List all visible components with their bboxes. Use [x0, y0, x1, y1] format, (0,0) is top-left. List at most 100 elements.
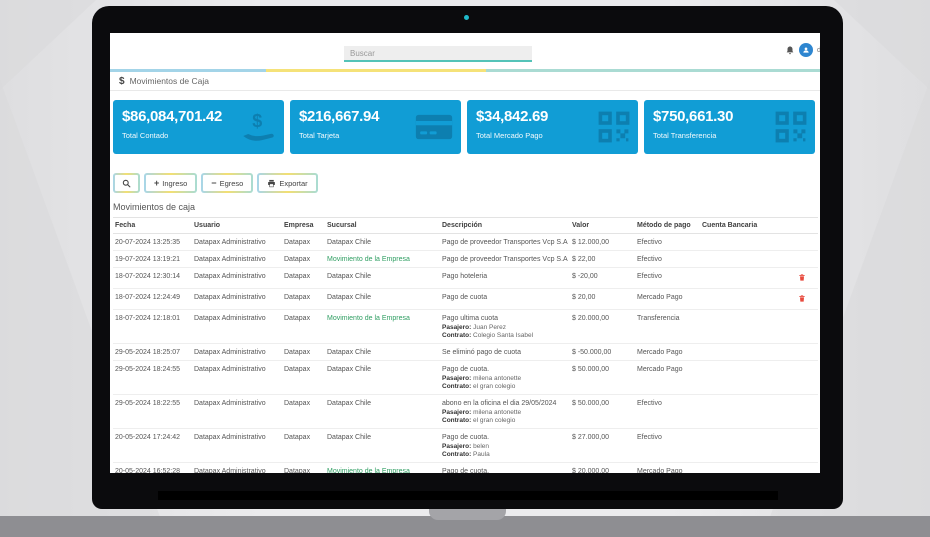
sucursal-value[interactable]: Movimiento de la Empresa [327, 315, 410, 322]
card-total-transferencia: $750,661.30 Total Transferencia [644, 100, 815, 154]
col-descripcion: Descripción [440, 217, 570, 234]
plus-icon: + [154, 177, 160, 188]
cell-descripcion: Se eliminó pago de cuota [440, 343, 570, 361]
username-label: datap [817, 46, 820, 54]
card-label: Total Tarjeta [299, 131, 340, 140]
cell-fecha: 20-05-2024 17:24:42 [113, 428, 192, 463]
cell-valor: $ 50.000,00 [570, 394, 635, 429]
card-label: Total Mercado Pago [476, 131, 543, 140]
cell-metodo-de-pago: Efectivo [635, 428, 700, 463]
accent-stripe [110, 69, 820, 72]
card-amount: $86,084,701.42 [122, 108, 223, 125]
bell-icon[interactable] [785, 45, 795, 56]
cell-actions [775, 428, 818, 463]
cell-descripcion: abono en la oficina el dia 29/05/2024 Pa… [440, 394, 570, 429]
contrato-line: Contrato: Colegio Santa Isabel [442, 332, 534, 339]
descripcion-text: Pago de cuota. [442, 468, 490, 473]
col-valor: Valor [570, 217, 635, 234]
webcam-icon [464, 15, 469, 20]
ingreso-label: Ingreso [162, 178, 188, 188]
descripcion-text: Pago de proveedor Transportes Vcp S.A [442, 256, 568, 263]
cell-empresa: Datapax [282, 343, 325, 361]
sucursal-value: Datapax Chile [327, 349, 371, 356]
cell-sucursal: Datapax Chile [325, 343, 440, 361]
cell-valor: $ 20.000,00 [570, 462, 635, 473]
table-header-row: Fecha Usuario Empresa Sucursal Descripci… [113, 217, 818, 234]
exportar-button[interactable]: Exportar [257, 173, 317, 193]
contrato-line: Contrato: el gran colegio [442, 383, 516, 390]
movimientos-table: Fecha Usuario Empresa Sucursal Descripci… [113, 217, 818, 473]
cell-sucursal: Datapax Chile [325, 394, 440, 429]
cell-valor: $ 20,00 [570, 288, 635, 310]
egreso-button[interactable]: − Egreso [201, 173, 253, 193]
cell-empresa: Datapax [282, 428, 325, 463]
cell-fecha: 18-07-2024 12:30:14 [113, 267, 192, 289]
cell-usuario: Datapax Administrativo [192, 462, 282, 473]
delete-row-button[interactable] [798, 294, 806, 303]
delete-row-button[interactable] [798, 273, 806, 282]
table-section-title: Movimientos de caja [113, 202, 196, 212]
cell-cuenta-bancaria [700, 343, 775, 361]
cell-fecha: 20-05-2024 16:52:28 [113, 462, 192, 473]
cell-empresa: Datapax [282, 360, 325, 395]
cell-descripcion: Pago de cuota. Pasajero: milena antonett… [440, 360, 570, 395]
descripcion-text: Pago de proveedor Transportes Vcp S.A [442, 239, 568, 246]
qr-code-icon [598, 111, 630, 143]
table-row: 19-07-2024 13:19:21 Datapax Administrati… [113, 250, 818, 268]
cell-cuenta-bancaria [700, 250, 775, 268]
descripcion-text: Se eliminó pago de cuota [442, 349, 521, 356]
cell-cuenta-bancaria [700, 360, 775, 395]
cell-sucursal: Datapax Chile [325, 360, 440, 395]
sucursal-value: Datapax Chile [327, 239, 371, 246]
descripcion-text: abono en la oficina el dia 29/05/2024 [442, 400, 557, 407]
sucursal-value: Datapax Chile [327, 400, 371, 407]
search-input[interactable] [344, 46, 532, 62]
card-label: Total Transferencia [653, 131, 717, 140]
sucursal-value[interactable]: Movimiento de la Empresa [327, 256, 410, 263]
cell-valor: $ 22,00 [570, 250, 635, 268]
cell-actions [775, 233, 818, 251]
app-screen: datap $ Movimientos de Caja $86,084,701.… [110, 33, 820, 473]
cell-fecha: 18-07-2024 12:24:49 [113, 288, 192, 310]
cell-metodo-de-pago: Mercado Pago [635, 343, 700, 361]
search-button[interactable] [113, 173, 140, 193]
cell-metodo-de-pago: Efectivo [635, 394, 700, 429]
card-total-mercado-pago: $34,842.69 Total Mercado Pago [467, 100, 638, 154]
credit-card-icon [415, 114, 453, 140]
cell-sucursal: Datapax Chile [325, 428, 440, 463]
contrato-line: Contrato: el gran colegio [442, 417, 516, 424]
pasajero-line: Pasajero: belen [442, 442, 489, 450]
cell-fecha: 29-05-2024 18:22:55 [113, 394, 192, 429]
sucursal-value: Datapax Chile [327, 434, 371, 441]
cell-sucursal: Movimiento de la Empresa [325, 309, 440, 344]
col-sucursal: Sucursal [325, 217, 440, 234]
card-total-tarjeta: $216,667.94 Total Tarjeta [290, 100, 461, 154]
cell-valor: $ 50.000,00 [570, 360, 635, 395]
user-avatar[interactable] [799, 43, 813, 57]
cell-descripcion: Pago hoteleria [440, 267, 570, 289]
stripe-teal [486, 69, 820, 72]
cell-valor: $ 27.000,00 [570, 428, 635, 463]
toolbar: + Ingreso − Egreso Exportar [113, 173, 820, 193]
summary-cards: $86,084,701.42 Total Contado $ $216,667.… [113, 100, 817, 154]
cell-cuenta-bancaria [700, 288, 775, 310]
ingreso-button[interactable]: + Ingreso [144, 173, 197, 193]
sucursal-value[interactable]: Movimiento de la Empresa [327, 468, 410, 473]
cell-valor: $ 20.000,00 [570, 309, 635, 344]
col-usuario: Usuario [192, 217, 282, 234]
stripe-yellow [266, 69, 487, 72]
pasajero-line: Pasajero: milena antonette [442, 374, 522, 382]
pasajero-line: Pasajero: Juan Perez [442, 323, 506, 331]
cell-metodo-de-pago: Mercado Pago [635, 360, 700, 395]
laptop-hinge [157, 491, 778, 500]
cell-valor: $ -50.000,00 [570, 343, 635, 361]
cell-usuario: Datapax Administrativo [192, 428, 282, 463]
cell-valor: $ -20,00 [570, 267, 635, 289]
table-body: 20-07-2024 13:25:35 Datapax Administrati… [113, 233, 818, 473]
magnifier-icon [122, 179, 131, 187]
cell-actions [775, 462, 818, 473]
cell-metodo-de-pago: Mercado Pago [635, 288, 700, 310]
trash-icon [799, 274, 805, 281]
col-actions [775, 217, 818, 234]
